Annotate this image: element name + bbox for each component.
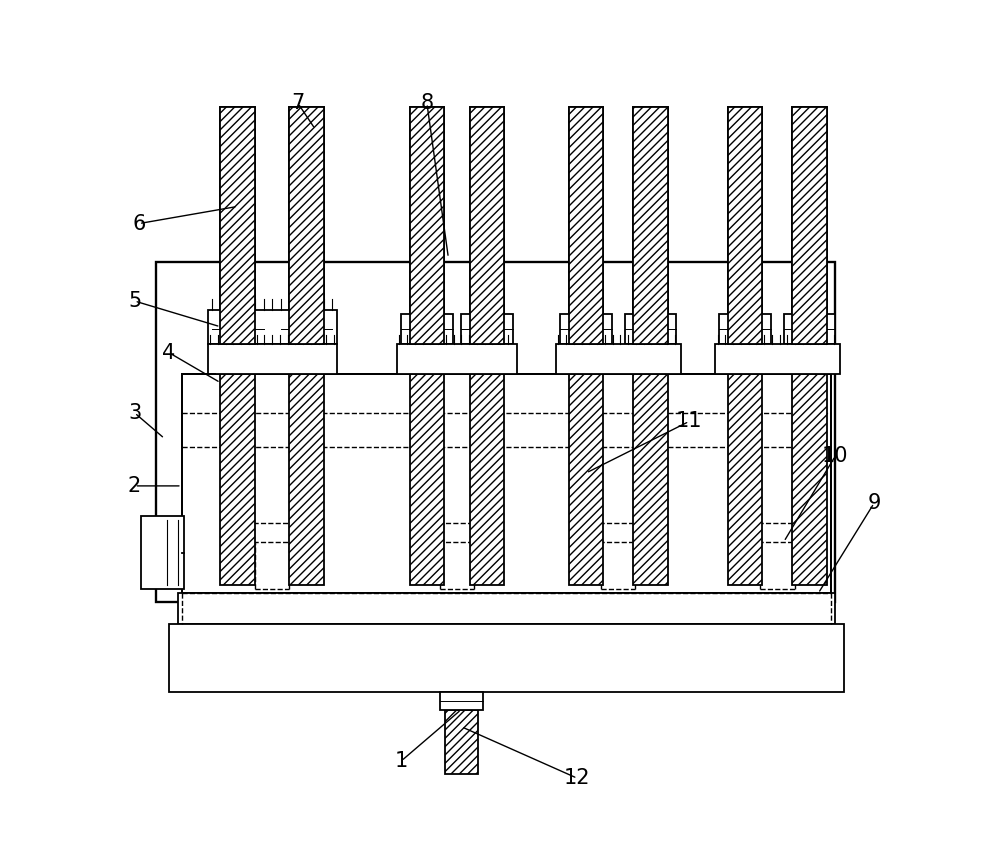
Bar: [212, 314, 264, 344]
Bar: [569, 374, 603, 585]
Bar: [633, 108, 668, 344]
Text: 11: 11: [676, 411, 702, 432]
Bar: [569, 108, 603, 344]
Bar: [289, 108, 324, 344]
Text: 10: 10: [822, 445, 849, 466]
Text: 12: 12: [564, 768, 591, 789]
Bar: [633, 108, 668, 344]
Bar: [440, 692, 483, 710]
Text: 9: 9: [867, 493, 881, 513]
Bar: [401, 314, 453, 344]
Text: 1: 1: [394, 751, 408, 771]
Bar: [470, 374, 504, 585]
Bar: [728, 108, 762, 344]
Bar: [220, 108, 255, 344]
Bar: [397, 344, 517, 374]
Bar: [728, 374, 762, 585]
Text: 5: 5: [128, 291, 141, 311]
Text: 3: 3: [128, 402, 141, 423]
Text: 8: 8: [420, 93, 433, 114]
Bar: [569, 108, 603, 344]
Text: 4: 4: [162, 342, 176, 363]
Bar: [784, 314, 835, 344]
Bar: [470, 108, 504, 344]
Bar: [792, 108, 827, 344]
Bar: [410, 374, 444, 585]
Bar: [208, 310, 337, 344]
Bar: [410, 108, 444, 344]
Bar: [470, 108, 504, 344]
Text: 2: 2: [128, 476, 141, 496]
Text: 7: 7: [291, 93, 305, 114]
Bar: [410, 108, 444, 344]
Text: 6: 6: [132, 213, 145, 234]
Bar: [792, 374, 827, 585]
Bar: [728, 108, 762, 344]
Bar: [156, 262, 835, 602]
Bar: [719, 314, 771, 344]
Bar: [625, 314, 676, 344]
Bar: [182, 374, 831, 593]
Bar: [289, 108, 324, 344]
Bar: [220, 374, 255, 585]
Bar: [281, 314, 332, 344]
Bar: [633, 374, 668, 585]
Bar: [792, 108, 827, 344]
Bar: [560, 314, 612, 344]
Bar: [208, 344, 337, 374]
Bar: [556, 344, 681, 374]
Bar: [141, 516, 184, 589]
Bar: [715, 344, 840, 374]
Bar: [289, 374, 324, 585]
Bar: [178, 593, 835, 624]
Bar: [461, 314, 513, 344]
Bar: [169, 624, 844, 692]
Bar: [220, 108, 255, 344]
Bar: [445, 710, 478, 774]
